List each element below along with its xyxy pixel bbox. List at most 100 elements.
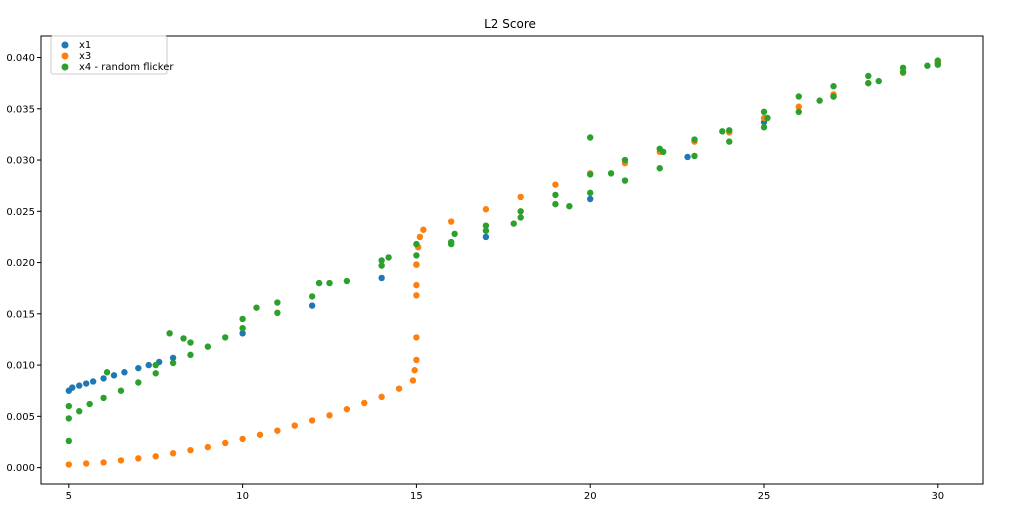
point-series-1-10 — [145, 361, 152, 369]
point-series-2-21 — [409, 377, 417, 384]
point-series-3-23 — [552, 200, 559, 208]
point-series-3-13 — [222, 334, 229, 341]
x-tick-label-4: 20 — [584, 491, 597, 502]
point-series-3-8 — [135, 379, 142, 386]
point-series-3-55 — [899, 64, 907, 71]
point-series-3-69 — [875, 77, 882, 85]
point-series-1-5 — [89, 378, 97, 385]
point-series-2-5 — [135, 455, 142, 462]
point-series-3-67 — [764, 114, 771, 122]
point-series-3-5 — [86, 400, 93, 408]
point-series-3-29 — [760, 124, 768, 131]
point-series-3-63 — [566, 202, 573, 210]
plot-area — [65, 57, 942, 468]
point-series-3-43 — [482, 222, 490, 229]
point-series-2-9 — [204, 443, 212, 451]
point-series-1-4 — [82, 380, 90, 387]
point-series-3-53 — [830, 83, 837, 90]
point-series-2-14 — [291, 422, 298, 429]
point-series-2-41 — [795, 103, 802, 110]
point-series-3-21 — [482, 227, 490, 234]
point-series-3-1 — [65, 437, 73, 445]
point-series-2-31 — [447, 218, 455, 225]
point-series-2-8 — [187, 446, 194, 454]
point-series-2-32 — [482, 206, 490, 213]
point-series-3-37 — [239, 315, 246, 323]
point-series-3-65 — [660, 148, 667, 156]
point-series-2-4 — [117, 457, 125, 464]
point-series-1-12 — [169, 354, 177, 362]
x-tick-label-3: 15 — [410, 491, 423, 502]
point-series-3-10 — [169, 359, 177, 367]
legend: x1 x3 x4 - random flicker — [50, 35, 174, 75]
point-series-3-24 — [587, 189, 594, 197]
y-tick-label-3: 0.010 — [6, 361, 35, 372]
x-tick-label-1: 5 — [66, 491, 72, 502]
point-series-2-1 — [65, 461, 73, 468]
point-series-2-20 — [395, 385, 403, 392]
point-series-3-59 — [315, 279, 323, 287]
point-series-2-7 — [169, 450, 177, 457]
point-series-3-71 — [587, 134, 594, 141]
y-tick-label-4: 0.015 — [6, 309, 35, 320]
point-series-2-27 — [413, 261, 420, 268]
point-series-2-22 — [411, 367, 418, 374]
point-series-2-3 — [100, 459, 107, 466]
y-tick-label-8: 0.035 — [6, 104, 35, 115]
legend-marker-x1 — [61, 41, 69, 49]
point-series-2-12 — [256, 431, 264, 438]
point-series-1-19 — [684, 153, 691, 161]
point-series-1-14 — [308, 302, 316, 309]
point-series-3-35 — [152, 361, 159, 369]
point-series-3-56 — [934, 57, 942, 64]
y-tick-label-1: 0.000 — [6, 463, 35, 474]
legend-marker-x4 — [61, 63, 69, 71]
point-series-3-64 — [607, 170, 615, 177]
point-series-3-16 — [308, 293, 316, 300]
point-series-2-10 — [222, 439, 229, 447]
point-series-3-17 — [343, 277, 351, 285]
point-series-2-33 — [517, 193, 524, 201]
x-tick-label-6: 30 — [931, 491, 944, 502]
point-series-3-6 — [100, 394, 107, 402]
point-series-3-41 — [413, 240, 420, 248]
y-tick-label-5: 0.020 — [6, 258, 35, 269]
point-series-1-6 — [100, 375, 107, 382]
point-series-3-9 — [152, 370, 159, 377]
point-series-2-23 — [413, 356, 420, 364]
point-series-2-18 — [361, 399, 368, 407]
point-series-3-40 — [378, 257, 385, 264]
point-series-3-72 — [166, 330, 173, 337]
point-series-3-50 — [726, 127, 733, 134]
chart-title: L2 Score — [484, 17, 536, 31]
point-series-3-30 — [795, 108, 802, 116]
point-series-3-27 — [691, 152, 698, 160]
point-series-3-11 — [187, 351, 194, 359]
point-series-3-15 — [274, 309, 281, 316]
point-series-3-70 — [924, 62, 931, 69]
legend-box — [50, 35, 168, 75]
point-series-3-31 — [830, 93, 837, 100]
point-series-1-2 — [69, 384, 76, 391]
plot-frame — [40, 35, 984, 485]
point-series-1-3 — [76, 382, 83, 389]
point-series-3-68 — [816, 97, 823, 104]
point-series-2-15 — [308, 417, 316, 424]
point-series-2-24 — [413, 334, 420, 341]
y-tick-label-2: 0.005 — [6, 412, 35, 423]
point-series-3-73 — [103, 369, 111, 376]
point-series-2-19 — [378, 393, 385, 401]
point-series-3-45 — [552, 191, 559, 199]
x-tick-label-5: 25 — [758, 491, 771, 502]
point-series-2-34 — [552, 181, 559, 188]
point-series-2-25 — [413, 292, 420, 299]
point-series-3-47 — [621, 156, 629, 164]
point-series-3-36 — [187, 339, 194, 346]
point-series-3-12 — [204, 343, 212, 350]
point-series-3-25 — [621, 177, 629, 184]
y-tick-label-9: 0.040 — [6, 53, 35, 64]
point-series-1-9 — [135, 364, 142, 372]
y-tick-label-6: 0.025 — [6, 207, 35, 218]
point-series-3-19 — [413, 252, 420, 259]
